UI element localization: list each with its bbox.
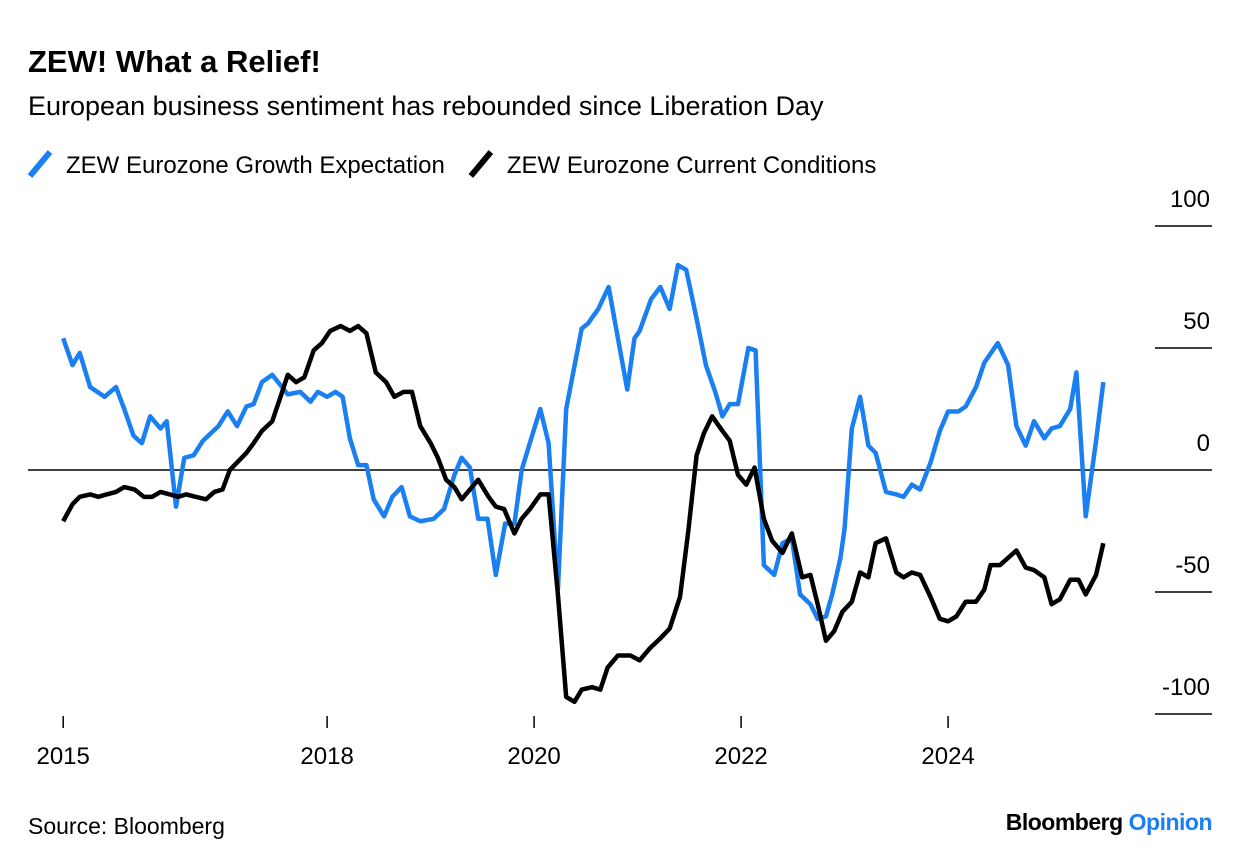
x-tick-label: 2015 [36, 743, 89, 770]
y-tick-label: -100 [1162, 674, 1210, 701]
y-tick-label: 50 [1183, 308, 1210, 335]
brand-name: Bloomberg [1006, 809, 1123, 835]
chart-title: ZEW! What a Relief! [28, 44, 321, 79]
series-line [61, 262, 1106, 622]
x-tick-label: 2020 [507, 743, 560, 770]
y-tick-label: -50 [1175, 552, 1210, 579]
x-tick-label: 2018 [300, 743, 353, 770]
legend-label: ZEW Eurozone Current Conditions [507, 152, 877, 179]
x-tick-label: 2024 [921, 743, 974, 770]
legend-swatch [468, 150, 494, 178]
x-tick-label: 2022 [714, 743, 767, 770]
brand: Bloomberg Opinion [1006, 809, 1212, 835]
legend-label: ZEW Eurozone Growth Expectation [66, 152, 445, 179]
chart-subtitle: European business sentiment has rebounde… [28, 91, 824, 121]
y-tick-label: 100 [1170, 186, 1210, 213]
series-line [61, 323, 1106, 705]
brand-opinion: Opinion [1129, 809, 1212, 835]
source: Source: Bloomberg [28, 813, 225, 839]
y-tick-label: 0 [1197, 430, 1210, 457]
legend-swatch [27, 150, 53, 178]
